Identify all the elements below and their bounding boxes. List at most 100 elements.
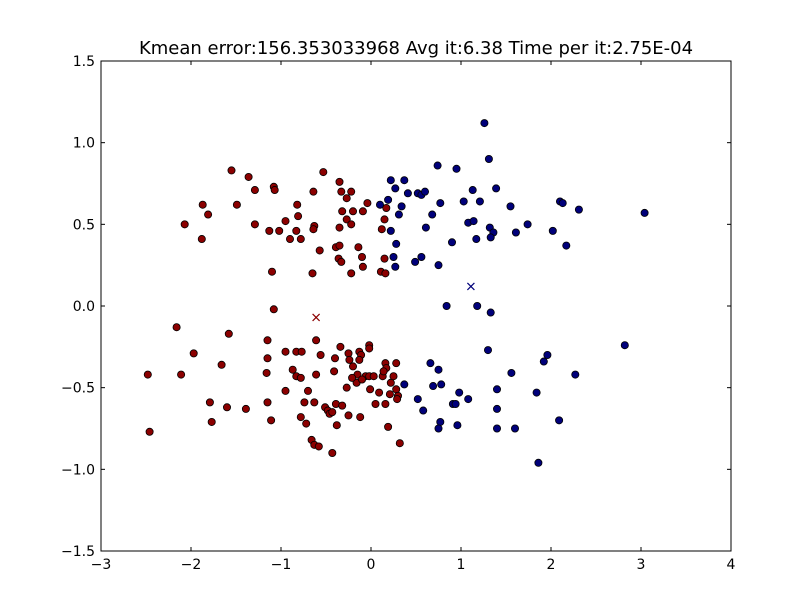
data-point: [263, 354, 272, 363]
data-point: [310, 398, 319, 407]
data-point: [640, 208, 649, 217]
data-marks: [143, 119, 649, 467]
data-point: [344, 349, 353, 358]
data-point: [357, 252, 366, 261]
data-point: [539, 357, 548, 366]
data-point: [510, 424, 519, 433]
data-point: [347, 269, 356, 278]
data-point: [436, 199, 445, 208]
data-point: [434, 365, 443, 374]
data-point: [442, 301, 451, 310]
data-point: [335, 177, 344, 186]
data-point: [492, 404, 501, 413]
data-point: [429, 382, 438, 391]
data-point: [381, 399, 390, 408]
data-point: [281, 217, 290, 226]
data-point: [506, 202, 515, 211]
data-point: [452, 164, 461, 173]
data-point: [469, 217, 478, 226]
y-tick-label: −1.5: [61, 544, 95, 560]
data-point: [421, 223, 430, 232]
data-point: [354, 243, 363, 252]
data-point: [451, 399, 460, 408]
data-point: [363, 199, 372, 208]
data-point: [574, 205, 583, 214]
data-point: [348, 362, 357, 371]
data-point: [379, 367, 388, 376]
data-point: [395, 439, 404, 448]
data-point: [492, 385, 501, 394]
x-tick-label: 3: [637, 557, 646, 573]
data-point: [328, 408, 337, 417]
data-point: [484, 154, 493, 163]
data-point: [270, 186, 279, 195]
data-point: [338, 401, 347, 410]
x-tick-label: 0: [367, 557, 376, 573]
data-point: [177, 370, 186, 379]
data-point: [337, 257, 346, 266]
x-tick-label: 2: [547, 557, 556, 573]
data-point: [411, 257, 420, 266]
x-tick-label: −1: [271, 557, 292, 573]
data-point: [453, 421, 462, 430]
data-point: [393, 395, 402, 404]
data-point: [426, 359, 435, 368]
data-point: [386, 226, 395, 235]
data-point: [391, 184, 400, 193]
data-point: [275, 226, 284, 235]
data-point: [389, 252, 398, 261]
data-point: [523, 220, 532, 229]
data-point: [464, 395, 473, 404]
data-point: [562, 241, 571, 250]
data-point: [548, 226, 557, 235]
data-point: [294, 212, 303, 221]
data-point: [222, 403, 231, 412]
data-point: [328, 448, 337, 457]
data-point: [437, 380, 446, 389]
data-point: [380, 215, 389, 224]
data-point: [207, 417, 216, 426]
data-point: [315, 246, 324, 255]
x-tick-label: 4: [727, 557, 736, 573]
data-point: [380, 254, 389, 263]
data-point: [309, 225, 318, 234]
data-point: [204, 210, 213, 219]
data-point: [263, 398, 272, 407]
data-point: [189, 349, 198, 358]
data-point: [296, 235, 305, 244]
data-point: [297, 347, 306, 356]
data-point: [436, 417, 445, 426]
data-point: [486, 233, 495, 242]
data-point: [293, 200, 302, 209]
data-point: [224, 329, 233, 338]
data-point: [532, 388, 541, 397]
data-point: [281, 386, 290, 395]
data-point: [375, 200, 384, 209]
data-point: [382, 203, 391, 212]
data-point: [417, 252, 426, 261]
y-tick-label: 1.5: [73, 54, 95, 70]
data-point: [386, 378, 395, 387]
data-point: [265, 226, 274, 235]
data-point: [302, 419, 311, 428]
data-point: [534, 458, 543, 467]
data-point: [316, 350, 325, 359]
y-tick-label: −0.5: [61, 381, 95, 397]
data-point: [342, 194, 351, 203]
centroid-marker: [312, 313, 321, 322]
data-point: [227, 166, 236, 175]
data-point: [338, 207, 347, 216]
data-point: [342, 383, 351, 392]
data-point: [347, 220, 356, 229]
data-point: [475, 197, 484, 206]
data-point: [319, 168, 328, 177]
data-point: [344, 411, 353, 420]
data-point: [428, 210, 437, 219]
data-point: [571, 370, 580, 379]
data-point: [312, 336, 321, 345]
data-point: [365, 344, 374, 353]
data-point: [348, 207, 357, 216]
data-point: [345, 355, 354, 364]
data-point: [433, 161, 442, 170]
